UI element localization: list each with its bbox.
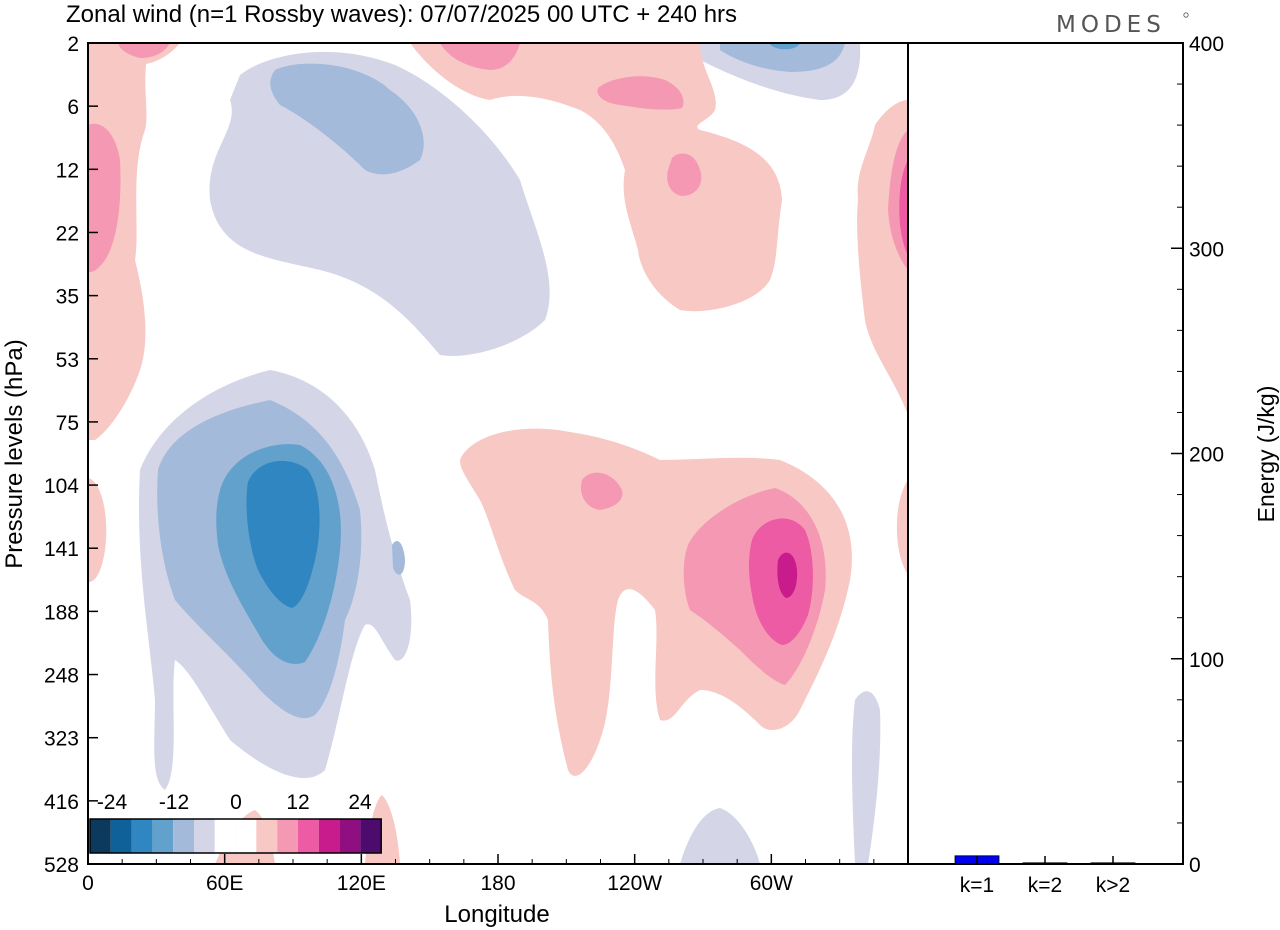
colorbar-label: 0 (230, 791, 242, 814)
colorbar-swatch (131, 819, 153, 853)
y-tick-label: 12 (56, 159, 79, 182)
negative-region-surface (680, 808, 760, 864)
x-tick-label: 0 (82, 872, 94, 895)
y-tick-label: 248 (44, 665, 79, 688)
y-tick-label: 416 (44, 791, 79, 814)
positive-contour-6-upper-right (597, 76, 684, 110)
y-tick-label: 104 (44, 475, 79, 498)
x-tick-label: 120W (607, 872, 662, 895)
colorbar-label: -12 (159, 791, 189, 814)
colorbar-swatch (173, 819, 194, 853)
colorbar-swatch (339, 819, 361, 853)
logo-registered-mark (1183, 12, 1189, 18)
energy-axis: 0 100 200 300 400 (1171, 33, 1224, 877)
positive-contour-6-top-left (118, 43, 170, 58)
y-tick-label: 2 (67, 33, 79, 56)
energy-panel-frame (907, 42, 1184, 865)
x-tick-label: 120E (337, 872, 386, 895)
colorbar-label: 24 (348, 791, 372, 814)
energy-tick-label: 0 (1189, 854, 1201, 877)
k-tick-label: k>2 (1096, 874, 1130, 897)
x-tick-label: 60E (206, 872, 243, 895)
energy-tick-label: 300 (1189, 238, 1224, 261)
negative-contour-6-isolated (392, 540, 405, 575)
negative-contour-top-core (770, 43, 800, 50)
y-tick-label: 323 (44, 728, 79, 751)
negative-region-near-surface-right (851, 691, 881, 864)
colorbar-swatch (152, 819, 174, 853)
negative-contour-6-top-right (720, 43, 845, 72)
positive-region-left-mid (88, 478, 107, 582)
positive-contour-6-upper-spot (667, 153, 702, 196)
y-tick-label: 35 (56, 286, 79, 309)
positive-contour-6-top-middle (440, 43, 520, 70)
energy-tick-label: 100 (1189, 649, 1224, 672)
y-tick-label: 6 (67, 96, 79, 119)
x-axis-title: Longitude (444, 901, 549, 928)
positive-region-right-edge-lower (896, 480, 908, 575)
colorbar-swatch (90, 819, 111, 853)
y-tick-label: 53 (56, 349, 79, 372)
modes-logo: MODES (1056, 12, 1166, 38)
x-tick-label: 180 (480, 872, 515, 895)
colorbar: -24 -12 0 12 24 (89, 791, 382, 854)
y-tick-label: 141 (44, 538, 79, 561)
positive-contour-6-mid-spot (580, 472, 623, 510)
colorbar-swatch (194, 819, 215, 853)
colorbar-swatch (277, 819, 298, 853)
y-tick-label: 22 (56, 222, 79, 245)
colorbar-swatch (298, 819, 319, 853)
colorbar-swatch (235, 819, 257, 853)
x-tick-label: 60W (750, 872, 793, 895)
negative-contour-18 (246, 460, 320, 608)
colorbar-label: -24 (97, 791, 128, 814)
y-tick-label: 188 (44, 601, 79, 624)
positive-contour-18 (777, 552, 798, 598)
x-axis: 0 60E 120E 180 120W 60W (82, 854, 875, 895)
colorbar-swatch (214, 819, 236, 853)
y-tick-label: 528 (44, 854, 79, 877)
k-tick-label: k=1 (960, 874, 994, 897)
positive-contour-12-right-edge (899, 160, 908, 255)
energy-axis-title: Energy (J/kg) (1253, 386, 1279, 523)
colorbar-swatch (318, 819, 340, 853)
colorbar-swatch (110, 819, 132, 853)
positive-contour-6-left-edge (88, 123, 121, 272)
energy-tick-label: 200 (1189, 444, 1224, 467)
colorbar-swatch (256, 819, 278, 853)
y-tick-label: 75 (56, 412, 79, 435)
negative-region-upper (209, 51, 550, 356)
colorbar-label: 12 (286, 791, 309, 814)
k-tick-label: k=2 (1028, 874, 1062, 897)
colorbar-swatch (360, 819, 382, 853)
contour-field (88, 43, 908, 864)
wavenumber-axis: k=1 k=2 k>2 (960, 856, 1130, 897)
negative-contour-6-upper (270, 63, 424, 175)
colorbar-frame (89, 818, 382, 854)
positive-region-upper-middle (410, 43, 782, 312)
energy-tick-label: 400 (1189, 33, 1224, 56)
y-axis-title: Pressure levels (hPa) (1, 339, 28, 568)
y-axis: 2 6 12 22 35 53 75 104 141 188 248 323 416 528 (44, 33, 98, 877)
chart-title: Zonal wind (n=1 Rossby waves): 07/07/202… (66, 1, 737, 28)
